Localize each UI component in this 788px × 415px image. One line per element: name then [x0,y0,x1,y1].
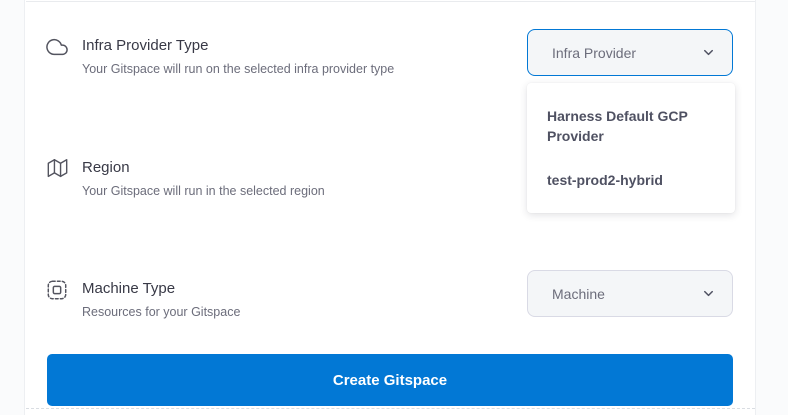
section-machine-type: Machine Type Resources for your Gitspace [45,279,515,320]
machine-type-select-value: Machine [552,285,605,302]
cloud-icon [45,36,69,60]
section-description: Resources for your Gitspace [82,305,241,319]
infra-provider-menu: Harness Default GCP Provider test-prod2-… [527,83,735,213]
map-icon [45,158,69,182]
section-title: Region [82,159,130,176]
panel-top-border [26,1,755,2]
menu-item-harness-default-gcp-provider[interactable]: Harness Default GCP Provider [547,108,688,144]
infra-provider-select-value: Infra Provider [552,44,637,61]
section-region: Region Your Gitspace will run in the sel… [45,158,515,199]
section-infra-provider-type: Infra Provider Type Your Gitspace will r… [45,36,515,77]
chevron-down-icon [701,45,716,60]
page-gutter-left [0,0,25,415]
section-description: Your Gitspace will run in the selected r… [82,184,325,198]
section-title: Machine Type [82,280,176,297]
chip-icon [45,279,69,303]
machine-type-select[interactable]: Machine [527,270,733,317]
infra-provider-select[interactable]: Infra Provider [527,29,733,76]
section-description: Your Gitspace will run on the selected i… [82,62,395,76]
page-gutter-right [755,0,788,415]
bottom-dashed-divider [26,408,755,409]
create-gitspace-button[interactable]: Create Gitspace [47,354,733,406]
menu-item-test-prod2-hybrid[interactable]: test-prod2-hybrid [547,172,663,188]
chevron-down-icon [701,286,716,301]
section-title: Infra Provider Type [82,37,209,54]
